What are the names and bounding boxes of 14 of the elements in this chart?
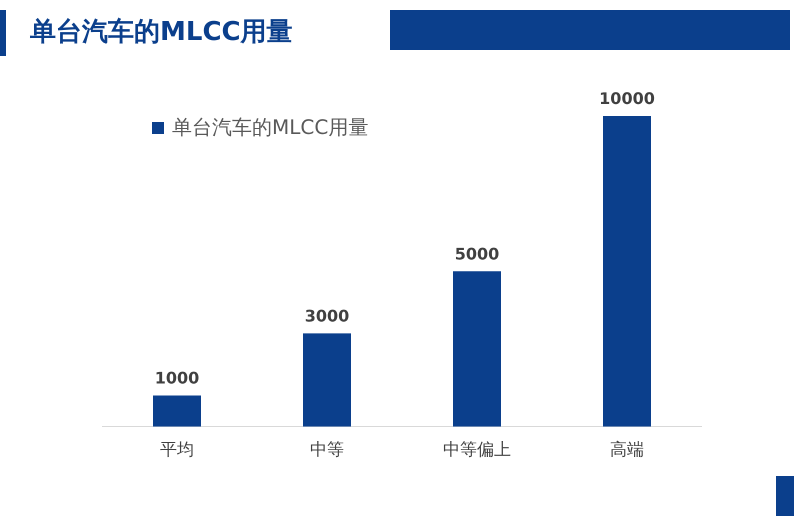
legend-label: 单台汽车的MLCC用量 xyxy=(172,114,368,141)
data-label: 5000 xyxy=(454,244,500,264)
bar xyxy=(603,116,651,427)
bar xyxy=(153,396,201,427)
chart-title: 单台汽车的MLCC用量 xyxy=(30,16,293,49)
data-label: 3000 xyxy=(304,306,350,326)
x-tick-label: 中等偏上 xyxy=(443,440,511,460)
x-tick-label: 中等 xyxy=(310,440,344,460)
x-tick-label: 高端 xyxy=(610,440,644,460)
data-label: 10000 xyxy=(599,89,655,108)
data-label: 1000 xyxy=(154,368,200,388)
x-tick-label: 平均 xyxy=(160,440,194,460)
bar xyxy=(303,333,351,427)
bar xyxy=(453,271,501,427)
